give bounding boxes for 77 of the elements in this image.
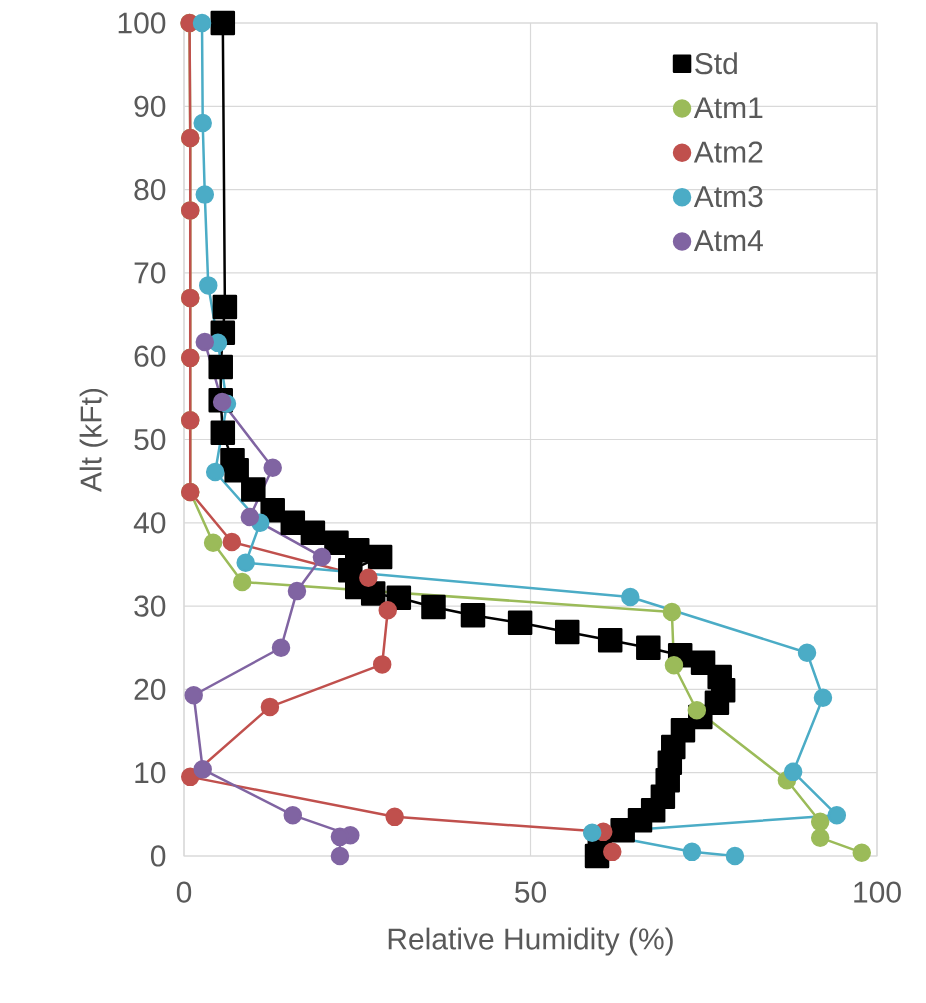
- point: [224, 458, 249, 483]
- point: [195, 332, 215, 352]
- point: [210, 420, 236, 446]
- point: [582, 823, 602, 842]
- point: [283, 805, 303, 825]
- point: [813, 688, 833, 707]
- point: [385, 807, 404, 827]
- point: [372, 655, 392, 674]
- point: [312, 547, 332, 567]
- point: [664, 655, 684, 675]
- point: [783, 762, 803, 782]
- point: [184, 685, 203, 705]
- point: [271, 638, 291, 657]
- point: [287, 581, 307, 601]
- y-tick-label: 90: [134, 95, 166, 117]
- point: [507, 610, 533, 636]
- point: [554, 619, 580, 645]
- point: [662, 602, 682, 622]
- y-tick-label: 30: [134, 595, 166, 617]
- point: [421, 594, 446, 620]
- point: [193, 760, 212, 779]
- x-axis-title: Relative Humidity (%): [388, 927, 673, 956]
- point: [199, 276, 218, 295]
- y-axis-title: Alt (kFt): [79, 388, 108, 492]
- point: [359, 568, 378, 588]
- point: [208, 354, 233, 380]
- point: [263, 458, 282, 478]
- point: [367, 544, 393, 570]
- x-tick-label: 100: [854, 881, 901, 903]
- legend-label: Std: [695, 52, 737, 75]
- point: [852, 843, 872, 862]
- point: [636, 635, 661, 660]
- point: [180, 767, 200, 787]
- point: [597, 628, 623, 653]
- point: [222, 532, 242, 552]
- point: [827, 805, 847, 825]
- point: [300, 520, 326, 546]
- point: [603, 842, 622, 862]
- point: [195, 185, 215, 204]
- legend-label: Atm4: [693, 230, 763, 252]
- point: [232, 572, 252, 592]
- y-tick-label: 50: [134, 428, 166, 451]
- legend-label: Atm3: [693, 185, 763, 208]
- y-tick-label: 70: [134, 262, 166, 284]
- point: [810, 812, 830, 832]
- x-tick-label: 50: [515, 881, 547, 903]
- y-tick-label: 20: [134, 678, 166, 701]
- point: [621, 587, 640, 607]
- point: [460, 603, 486, 628]
- y-tick-label: 10: [135, 762, 166, 784]
- point: [687, 700, 707, 720]
- point: [610, 817, 635, 843]
- legend-label: Atm1: [693, 97, 763, 119]
- point: [240, 507, 260, 527]
- y-tick-label: 40: [133, 512, 166, 534]
- point: [378, 601, 397, 620]
- point: [725, 846, 745, 866]
- point: [330, 846, 350, 866]
- point: [192, 13, 212, 33]
- point: [241, 477, 266, 502]
- y-tick-label: 80: [134, 178, 166, 201]
- point: [810, 828, 830, 847]
- point: [682, 842, 702, 862]
- point: [203, 533, 223, 553]
- point: [193, 113, 212, 133]
- y-tick-label: 60: [134, 345, 166, 367]
- y-tick-label: 0: [150, 845, 166, 867]
- point: [205, 462, 225, 482]
- point: [797, 643, 817, 662]
- point: [212, 294, 238, 320]
- point: [330, 827, 350, 847]
- point: [236, 553, 255, 573]
- x-tick-label: 0: [176, 881, 192, 903]
- legend-label: Atm2: [693, 141, 763, 163]
- point: [260, 697, 280, 717]
- y-tick-label: 100: [118, 12, 166, 34]
- point: [210, 10, 236, 36]
